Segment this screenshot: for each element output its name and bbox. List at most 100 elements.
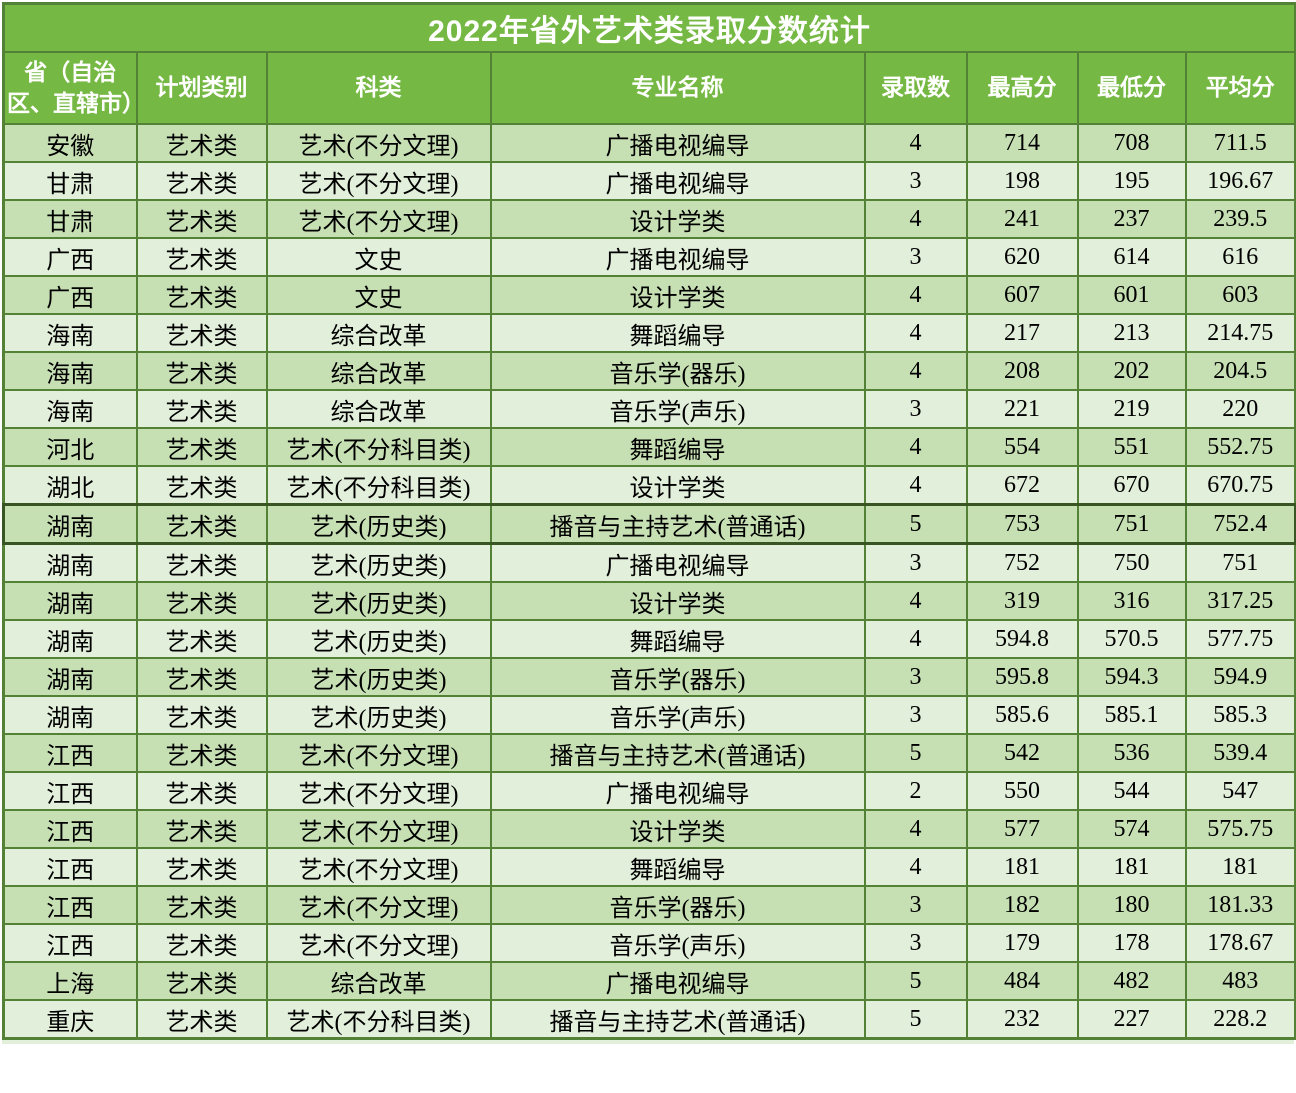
cell[interactable]: 播音与主持艺术(普通话) <box>489 503 866 545</box>
cell[interactable]: 221 <box>965 389 1079 429</box>
cell[interactable]: 艺术(不分文理) <box>265 809 492 849</box>
cell[interactable]: 4 <box>863 199 968 239</box>
cell[interactable]: 551 <box>1076 427 1187 467</box>
cell[interactable]: 217 <box>965 313 1079 353</box>
cell[interactable]: 艺术类 <box>135 123 268 163</box>
cell[interactable]: 5 <box>863 961 968 1001</box>
cell[interactable]: 艺术类 <box>135 389 268 429</box>
cell[interactable]: 751 <box>1184 542 1296 583</box>
cell[interactable]: 3 <box>863 542 968 583</box>
cell[interactable]: 设计学类 <box>489 581 866 621</box>
cell[interactable]: 音乐学(声乐) <box>489 389 866 429</box>
cell[interactable]: 4 <box>863 427 968 467</box>
cell[interactable]: 舞蹈编导 <box>489 427 866 467</box>
cell[interactable]: 湖南 <box>2 581 138 621</box>
cell[interactable]: 178.67 <box>1184 923 1296 963</box>
cell[interactable]: 3 <box>863 389 968 429</box>
cell[interactable]: 670.75 <box>1184 465 1296 506</box>
column-header-2[interactable]: 科类 <box>265 51 492 125</box>
cell[interactable]: 艺术类 <box>135 961 268 1001</box>
cell[interactable]: 江西 <box>2 809 138 849</box>
cell[interactable]: 616 <box>1184 237 1296 277</box>
cell[interactable]: 艺术类 <box>135 733 268 773</box>
cell[interactable]: 4 <box>863 581 968 621</box>
cell[interactable]: 3 <box>863 237 968 277</box>
cell[interactable]: 上海 <box>2 961 138 1001</box>
cell[interactable]: 艺术(历史类) <box>265 657 492 697</box>
cell[interactable]: 江西 <box>2 885 138 925</box>
cell[interactable]: 181 <box>1184 847 1296 887</box>
cell[interactable]: 音乐学(声乐) <box>489 923 866 963</box>
cell[interactable]: 湖南 <box>2 503 138 545</box>
cell[interactable]: 艺术(不分科目类) <box>265 465 492 506</box>
cell[interactable]: 620 <box>965 237 1079 277</box>
cell[interactable]: 752 <box>965 542 1079 583</box>
cell[interactable]: 综合改革 <box>265 351 492 391</box>
cell[interactable]: 181.33 <box>1184 885 1296 925</box>
column-header-0[interactable]: 省（自治区、直辖市） <box>2 51 138 125</box>
cell[interactable]: 711.5 <box>1184 123 1296 163</box>
cell[interactable]: 播音与主持艺术(普通话) <box>489 733 866 773</box>
cell[interactable]: 182 <box>965 885 1079 925</box>
cell[interactable]: 237 <box>1076 199 1187 239</box>
cell[interactable]: 179 <box>965 923 1079 963</box>
cell[interactable]: 4 <box>863 275 968 315</box>
column-header-4[interactable]: 录取数 <box>863 51 968 125</box>
cell[interactable]: 广播电视编导 <box>489 237 866 277</box>
cell[interactable]: 575.75 <box>1184 809 1296 849</box>
cell[interactable]: 艺术(历史类) <box>265 542 492 583</box>
cell[interactable]: 214.75 <box>1184 313 1296 353</box>
cell[interactable]: 音乐学(器乐) <box>489 351 866 391</box>
cell[interactable]: 艺术(不分文理) <box>265 161 492 201</box>
cell[interactable]: 4 <box>863 351 968 391</box>
cell[interactable]: 广播电视编导 <box>489 123 866 163</box>
cell[interactable]: 音乐学(器乐) <box>489 657 866 697</box>
cell[interactable]: 湖北 <box>2 465 138 506</box>
cell[interactable]: 4 <box>863 847 968 887</box>
table-title[interactable]: 2022年省外艺术类录取分数统计 <box>2 2 1296 53</box>
cell[interactable]: 228.2 <box>1184 999 1296 1040</box>
cell[interactable]: 3 <box>863 161 968 201</box>
cell[interactable]: 554 <box>965 427 1079 467</box>
cell[interactable]: 316 <box>1076 581 1187 621</box>
cell[interactable]: 海南 <box>2 313 138 353</box>
cell[interactable]: 750 <box>1076 542 1187 583</box>
cell[interactable]: 艺术类 <box>135 847 268 887</box>
cell[interactable]: 甘肃 <box>2 199 138 239</box>
cell[interactable]: 213 <box>1076 313 1187 353</box>
cell[interactable]: 670 <box>1076 465 1187 506</box>
cell[interactable]: 585.6 <box>965 695 1079 735</box>
cell[interactable]: 595.8 <box>965 657 1079 697</box>
cell[interactable]: 广播电视编导 <box>489 161 866 201</box>
cell[interactable]: 安徽 <box>2 123 138 163</box>
cell[interactable]: 江西 <box>2 847 138 887</box>
cell[interactable]: 艺术(历史类) <box>265 503 492 545</box>
cell[interactable]: 4 <box>863 809 968 849</box>
cell[interactable]: 设计学类 <box>489 199 866 239</box>
cell[interactable]: 综合改革 <box>265 389 492 429</box>
cell[interactable]: 552.75 <box>1184 427 1296 467</box>
cell[interactable]: 181 <box>1076 847 1187 887</box>
cell[interactable]: 594.9 <box>1184 657 1296 697</box>
cell[interactable]: 319 <box>965 581 1079 621</box>
cell[interactable]: 广播电视编导 <box>489 771 866 811</box>
cell[interactable]: 广播电视编导 <box>489 961 866 1001</box>
cell[interactable]: 艺术类 <box>135 885 268 925</box>
cell[interactable]: 585.3 <box>1184 695 1296 735</box>
cell[interactable]: 音乐学(器乐) <box>489 885 866 925</box>
cell[interactable]: 江西 <box>2 923 138 963</box>
cell[interactable]: 536 <box>1076 733 1187 773</box>
cell[interactable]: 海南 <box>2 351 138 391</box>
cell[interactable]: 607 <box>965 275 1079 315</box>
cell[interactable]: 672 <box>965 465 1079 506</box>
cell[interactable]: 317.25 <box>1184 581 1296 621</box>
column-header-6[interactable]: 最低分 <box>1076 51 1187 125</box>
cell[interactable]: 艺术类 <box>135 695 268 735</box>
cell[interactable]: 艺术类 <box>135 809 268 849</box>
cell[interactable]: 艺术(不分文理) <box>265 885 492 925</box>
cell[interactable]: 3 <box>863 885 968 925</box>
cell[interactable]: 文史 <box>265 237 492 277</box>
cell[interactable]: 设计学类 <box>489 275 866 315</box>
cell[interactable]: 614 <box>1076 237 1187 277</box>
cell[interactable]: 广西 <box>2 237 138 277</box>
